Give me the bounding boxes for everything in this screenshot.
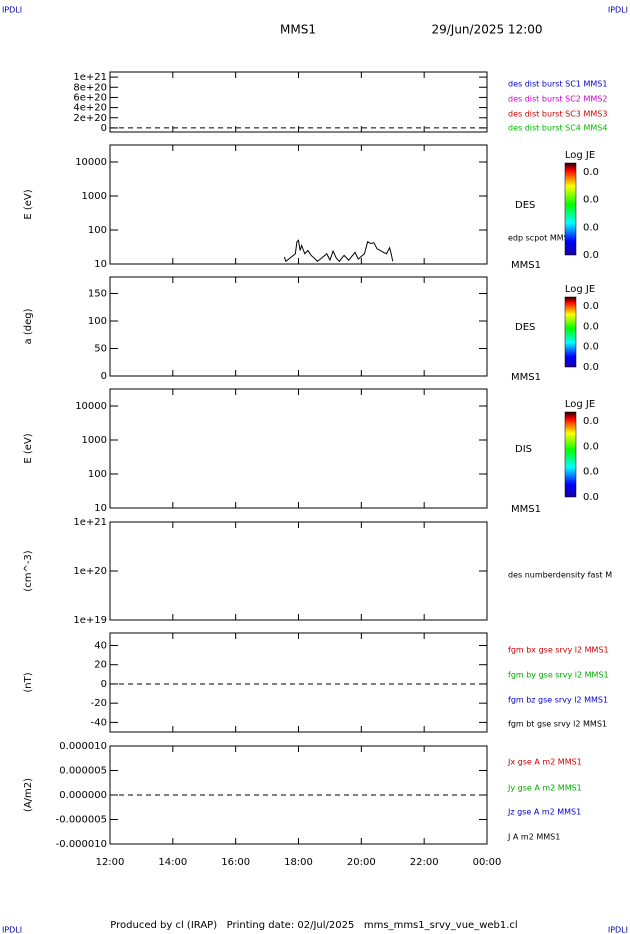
x-tick-label: 14:00 (158, 857, 187, 868)
y-tick-label: 10000 (75, 157, 107, 168)
y-tick-label: 0 (101, 123, 107, 134)
colorbar-tick-label: 0.0 (583, 301, 599, 312)
y-tick-label: 0.000000 (59, 790, 107, 801)
y-tick-label: 0.000010 (59, 741, 107, 752)
x-tick-label: 18:00 (284, 857, 313, 868)
legend-entry: fgm bt gse srvy l2 MMS1 (508, 720, 607, 729)
colorbar-title: Log JE (565, 399, 595, 410)
panel-label: DES (515, 322, 535, 333)
x-tick-label: 12:00 (96, 857, 125, 868)
legend-entry: Jx gse A m2 MMS1 (507, 758, 582, 767)
footer-left: IPDLI (2, 926, 22, 934)
colorbar (564, 296, 577, 368)
y-axis-label: E (eV) (23, 189, 34, 219)
spacecraft-label: MMS1 (511, 372, 541, 383)
y-tick-label: 100 (88, 469, 107, 480)
header-right: IPDLI (608, 6, 628, 15)
colorbar-tick-label: 0.0 (583, 195, 599, 206)
panel-frame (109, 521, 488, 621)
y-tick-label: 1e+19 (73, 615, 107, 626)
legend-entry: fgm bz gse srvy l2 MMS1 (508, 696, 608, 705)
colorbar-tick-label: 0.0 (583, 467, 599, 478)
panel-frame (109, 632, 488, 733)
colorbar-tick-label: 0.0 (583, 416, 599, 427)
legend-entry: des numberdensity fast M (508, 571, 612, 580)
header-left: IPDLI (2, 6, 22, 15)
y-tick-label: 100 (88, 316, 107, 327)
colorbar-tick-label: 0.0 (583, 362, 599, 373)
y-axis-label: a (deg) (23, 308, 34, 344)
y-axis-label: E (eV) (23, 433, 34, 463)
data-line (283, 239, 394, 263)
y-tick-label: 0 (101, 371, 107, 382)
footer-text: Produced by cl (IRAP) Printing date: 02/… (110, 920, 517, 931)
plot-date: 29/Jun/2025 12:00 (431, 23, 542, 37)
panel-frame (109, 144, 488, 265)
colorbar-tick-label: 0.0 (583, 167, 599, 178)
colorbar-title: Log JE (565, 284, 595, 295)
y-tick-label: -0.000010 (56, 839, 107, 850)
y-tick-label: 1000 (82, 191, 107, 202)
colorbar-tick-label: 0.0 (583, 250, 599, 261)
y-tick-label: 6e+20 (73, 92, 107, 103)
y-tick-label: 50 (94, 344, 107, 355)
y-tick-label: -0.000005 (56, 815, 107, 826)
y-tick-label: -40 (91, 717, 107, 728)
y-tick-label: 10 (94, 503, 107, 514)
panel-label: DIS (515, 444, 532, 455)
y-tick-label: -20 (91, 698, 107, 709)
spacecraft-label: MMS1 (511, 504, 541, 515)
x-tick-label: 16:00 (221, 857, 250, 868)
colorbar-tick-label: 0.0 (583, 222, 599, 233)
y-tick-label: 1e+21 (73, 72, 107, 83)
colorbar-tick-label: 0.0 (583, 342, 599, 353)
plot-title: MMS1 (280, 23, 316, 37)
legend-entry: des dist burst SC2 MMS2 (508, 95, 607, 104)
y-tick-label: 150 (88, 289, 107, 300)
y-tick-label: 8e+20 (73, 82, 107, 93)
spacecraft-label: MMS1 (511, 260, 541, 271)
legend-entry: fgm bx gse srvy l2 MMS1 (508, 646, 609, 655)
y-tick-label: 20 (94, 660, 107, 671)
y-tick-label: 10 (94, 259, 107, 270)
legend-entry: des dist burst SC3 MMS3 (508, 110, 607, 119)
y-tick-label: 0 (101, 679, 107, 690)
y-tick-label: 0.000005 (59, 766, 107, 777)
y-tick-label: 100 (88, 225, 107, 236)
y-tick-label: 2e+20 (73, 113, 107, 124)
y-axis-label: (nT) (23, 672, 34, 692)
legend-entry: des dist burst SC4 MMS4 (508, 124, 607, 133)
colorbar-title: Log JE (565, 150, 595, 161)
y-tick-label: 1000 (82, 435, 107, 446)
colorbar (564, 162, 577, 256)
footer-right: IPDLI (608, 926, 628, 934)
y-tick-label: 4e+20 (73, 103, 107, 114)
y-tick-label: 40 (94, 640, 107, 651)
colorbar (564, 411, 577, 498)
panel-frame (109, 276, 488, 377)
y-tick-label: 10000 (75, 401, 107, 412)
colorbar-tick-label: 0.0 (583, 441, 599, 452)
y-axis-label: (cm^-3) (23, 550, 34, 591)
panel-frame (109, 71, 488, 133)
legend-entry: des dist burst SC1 MMS1 (508, 80, 607, 89)
legend-entry: Jy gse A m2 MMS1 (507, 784, 582, 793)
legend-entry: edp scpot MMS1 (508, 234, 574, 243)
y-axis-label: (A/m2) (23, 778, 34, 812)
y-tick-label: 1e+20 (73, 566, 107, 577)
panel-label: DES (515, 200, 535, 211)
legend-entry: Jz gse A m2 MMS1 (507, 808, 581, 817)
x-tick-label: 22:00 (410, 857, 439, 868)
panel-frame (109, 388, 488, 509)
x-tick-label: 20:00 (347, 857, 376, 868)
x-tick-label: 00:00 (473, 857, 502, 868)
colorbar-tick-label: 0.0 (583, 321, 599, 332)
legend-entry: fgm by gse srvy l2 MMS1 (508, 671, 609, 680)
legend-entry: J A m2 MMS1 (507, 833, 560, 842)
colorbar-tick-label: 0.0 (583, 492, 599, 503)
y-tick-label: 1e+21 (73, 517, 107, 528)
